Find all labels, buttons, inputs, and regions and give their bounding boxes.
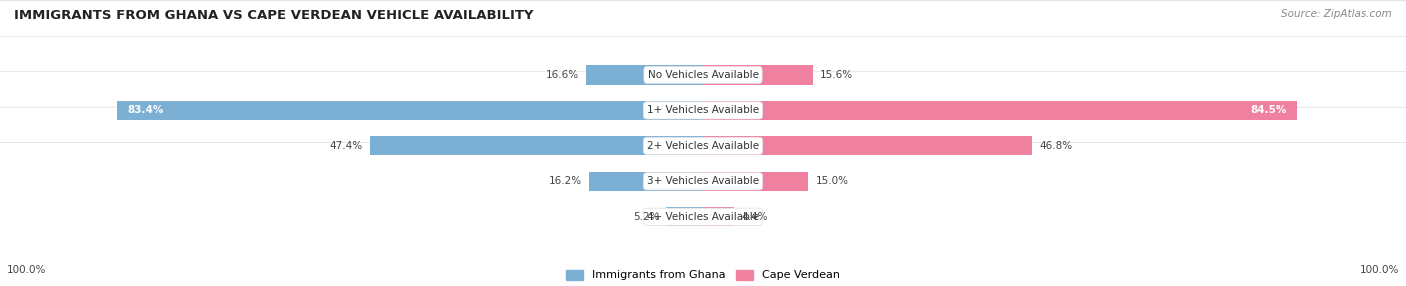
Legend: Immigrants from Ghana, Cape Verdean: Immigrants from Ghana, Cape Verdean [567, 270, 839, 281]
Text: 100.0%: 100.0% [7, 265, 46, 275]
Text: 100.0%: 100.0% [1360, 265, 1399, 275]
Text: 4.4%: 4.4% [741, 212, 768, 222]
Bar [589, 172, 703, 191]
Bar [703, 65, 813, 84]
Bar [703, 172, 808, 191]
Bar [703, 136, 1032, 155]
Text: 1+ Vehicles Available: 1+ Vehicles Available [647, 106, 759, 115]
Text: IMMIGRANTS FROM GHANA VS CAPE VERDEAN VEHICLE AVAILABILITY: IMMIGRANTS FROM GHANA VS CAPE VERDEAN VE… [14, 9, 533, 21]
Text: 5.2%: 5.2% [633, 212, 659, 222]
FancyBboxPatch shape [0, 36, 1406, 184]
Text: 46.8%: 46.8% [1039, 141, 1073, 151]
Text: Source: ZipAtlas.com: Source: ZipAtlas.com [1281, 9, 1392, 19]
Bar [586, 65, 703, 84]
FancyBboxPatch shape [0, 72, 1406, 220]
FancyBboxPatch shape [0, 1, 1406, 149]
Text: 2+ Vehicles Available: 2+ Vehicles Available [647, 141, 759, 151]
Bar [370, 136, 703, 155]
Text: 47.4%: 47.4% [329, 141, 363, 151]
FancyBboxPatch shape [0, 107, 1406, 255]
FancyBboxPatch shape [0, 143, 1406, 286]
Text: 83.4%: 83.4% [127, 106, 163, 115]
Text: 3+ Vehicles Available: 3+ Vehicles Available [647, 176, 759, 186]
Bar [117, 101, 703, 120]
Bar [703, 101, 1296, 120]
Text: 16.2%: 16.2% [548, 176, 582, 186]
Text: 84.5%: 84.5% [1250, 106, 1286, 115]
Text: 15.0%: 15.0% [815, 176, 848, 186]
Text: 4+ Vehicles Available: 4+ Vehicles Available [647, 212, 759, 222]
Text: 15.6%: 15.6% [820, 70, 853, 80]
Bar [703, 207, 734, 226]
Text: No Vehicles Available: No Vehicles Available [648, 70, 758, 80]
Bar [666, 207, 703, 226]
Text: 16.6%: 16.6% [546, 70, 579, 80]
